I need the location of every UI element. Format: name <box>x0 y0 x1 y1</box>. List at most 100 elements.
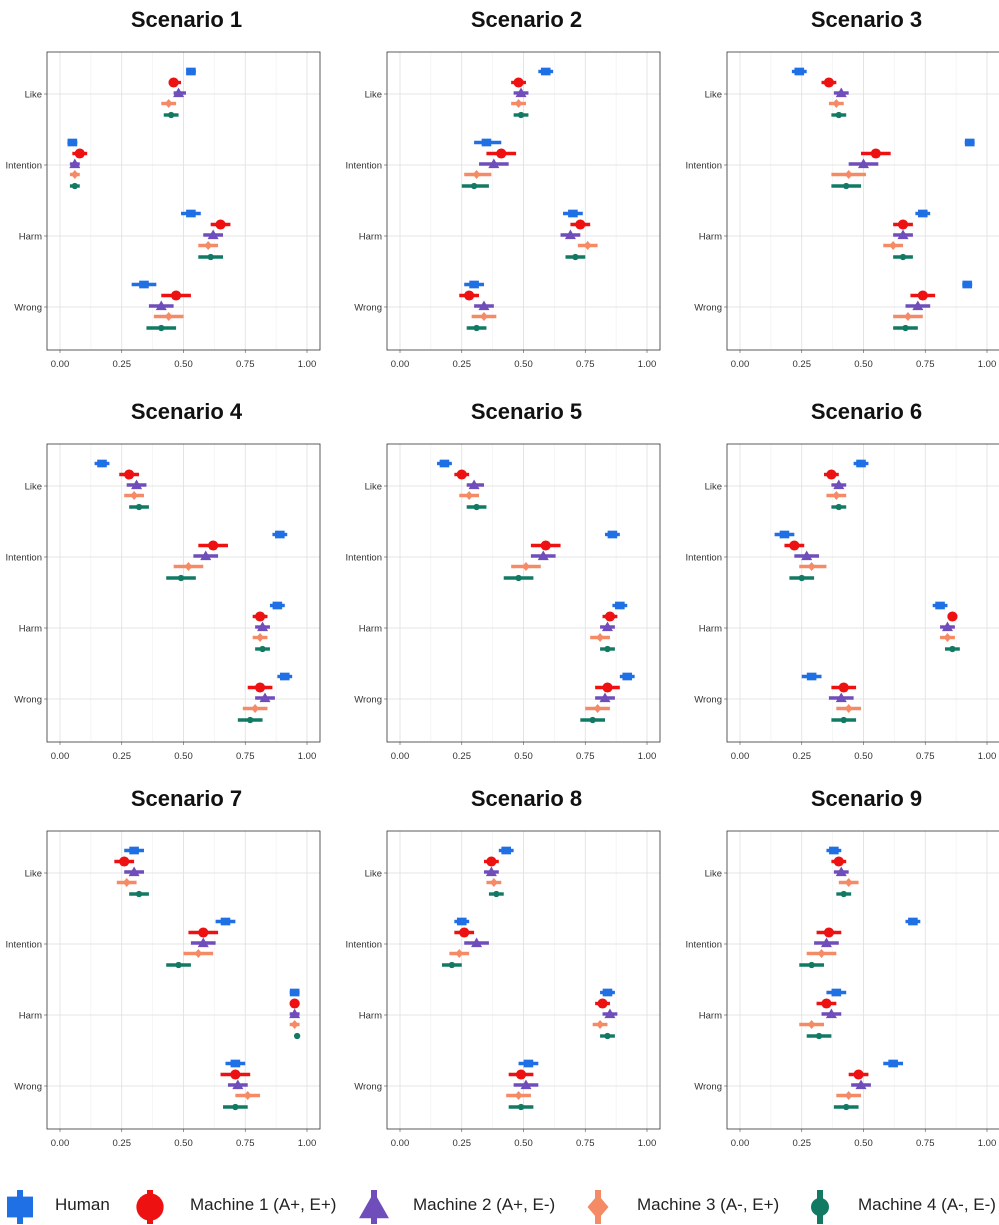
machine-3-a-e-wrong-point <box>844 1090 853 1101</box>
human-intention-point <box>908 917 918 926</box>
x-tick-label: 0.25 <box>793 359 812 370</box>
human-intention-point <box>67 138 78 147</box>
y-tick-label-intention: Intention <box>346 553 382 564</box>
y-tick-label-like: Like <box>705 869 722 880</box>
y-tick-label-like: Like <box>25 482 42 493</box>
panel-scenario-2: Scenario 2 0.00 0.25 0.50 0.75 1.00 Like Intent… <box>346 7 661 370</box>
y-tick-label-wrong: Wrong <box>694 303 722 314</box>
x-tick-label: 0.00 <box>51 359 70 370</box>
human-intention-point <box>964 138 975 147</box>
panel-scenario-6: Scenario 6 0.00 0.25 0.50 0.75 1.00 Like Intent… <box>686 399 999 762</box>
y-tick-label-harm: Harm <box>359 232 382 243</box>
x-tick-label: 0.25 <box>453 359 472 370</box>
machine-3-a-e-intention-point <box>70 169 79 180</box>
machine-2-a-e-wrong-point <box>912 300 924 311</box>
legend-marker <box>136 1193 164 1221</box>
machine-2-a-e-intention-point <box>69 158 81 169</box>
x-tick-label: 1.00 <box>978 1138 997 1149</box>
human-wrong-point <box>139 280 149 289</box>
machine-4-a-e-harm-point <box>293 1032 301 1040</box>
y-tick-label-intention: Intention <box>686 553 722 564</box>
machine-1-a-e-like-point <box>833 856 844 867</box>
machine-1-a-e-wrong-point <box>602 682 613 693</box>
human-intention-point <box>607 530 618 539</box>
human-intention-point <box>220 917 231 926</box>
machine-1-a-e-harm-point <box>947 611 958 622</box>
machine-4-a-e-intention-point <box>448 961 456 969</box>
x-tick-label: 0.00 <box>731 1138 750 1149</box>
machine-4-a-e-intention-point <box>843 182 850 190</box>
machine-2-a-e-harm-point <box>601 621 613 632</box>
machine-3-a-e-intention-point <box>194 948 203 959</box>
human-like-point <box>856 459 866 468</box>
y-tick-label-wrong: Wrong <box>694 695 722 706</box>
human-like-point <box>186 67 196 76</box>
x-tick-label: 1.00 <box>298 1138 317 1149</box>
machine-2-a-e-harm-point <box>897 229 909 240</box>
y-tick-label-wrong: Wrong <box>14 1082 42 1093</box>
machine-4-a-e-intention-point <box>798 574 805 582</box>
human-wrong-point <box>279 672 290 681</box>
machine-4-a-e-intention-point <box>177 574 185 582</box>
machine-3-a-e-intention-point <box>807 561 816 572</box>
plot-border <box>726 51 999 351</box>
machine-2-a-e-like-point <box>173 87 185 98</box>
machine-3-a-e-wrong-point <box>514 1090 523 1101</box>
y-tick-label-harm: Harm <box>359 1011 382 1022</box>
machine-4-a-e-intention-point <box>71 182 78 190</box>
x-tick-label: 0.50 <box>174 359 193 370</box>
legend-label-machine-1: Machine 1 (A+, E+) <box>190 1195 337 1214</box>
machine-2-a-e-harm-point <box>564 229 576 240</box>
machine-1-a-e-like-point <box>486 856 497 867</box>
x-tick-label: 0.00 <box>51 1138 70 1149</box>
x-tick-label: 0.00 <box>391 1138 410 1149</box>
machine-1-a-e-harm-point <box>821 998 832 1009</box>
panel-title: Scenario 3 <box>811 7 922 32</box>
machine-3-a-e-like-point <box>122 877 131 888</box>
human-harm-point <box>831 988 842 997</box>
y-tick-label-like: Like <box>705 90 722 101</box>
machine-4-a-e-harm-point <box>259 645 266 653</box>
human-harm-point <box>917 209 928 218</box>
machine-2-a-e-harm-point <box>941 621 953 632</box>
human-harm-point <box>935 601 945 610</box>
machine-3-a-e-like-point <box>465 490 474 501</box>
panel-title: Scenario 8 <box>471 786 582 811</box>
x-tick-label: 0.75 <box>576 359 595 370</box>
machine-1-a-e-intention-point <box>198 927 209 938</box>
machine-2-a-e-wrong-point <box>259 692 271 703</box>
human-intention-point <box>456 917 467 926</box>
human-like-point <box>501 846 512 855</box>
x-tick-label: 0.50 <box>514 359 533 370</box>
machine-2-a-e-intention-point <box>471 937 483 948</box>
human-harm-point <box>289 988 300 997</box>
x-tick-label: 0.00 <box>731 359 750 370</box>
machine-3-a-e-intention-point <box>817 948 826 959</box>
x-tick-label: 0.25 <box>113 751 132 762</box>
x-tick-label: 0.75 <box>576 751 595 762</box>
machine-2-a-e-harm-point <box>825 1008 837 1019</box>
machine-3-a-e-wrong-point <box>480 311 488 322</box>
y-tick-label-like: Like <box>705 482 722 493</box>
machine-1-a-e-harm-point <box>215 219 226 230</box>
x-tick-label: 0.25 <box>793 751 812 762</box>
machine-3-a-e-harm-point <box>204 240 213 251</box>
machine-1-a-e-harm-point <box>597 998 608 1009</box>
machine-1-a-e-wrong-point <box>464 290 475 301</box>
plot-border <box>46 443 321 743</box>
machine-4-a-e-wrong-point <box>843 1103 850 1111</box>
y-tick-label-wrong: Wrong <box>14 695 42 706</box>
machine-3-a-e-like-point <box>844 877 853 888</box>
x-tick-label: 1.00 <box>638 1138 657 1149</box>
machine-1-a-e-intention-point <box>208 540 219 551</box>
machine-1-a-e-wrong-point <box>853 1069 864 1080</box>
machine-1-a-e-intention-point <box>496 148 507 159</box>
human-like-point <box>439 459 450 468</box>
y-tick-label-intention: Intention <box>6 553 42 564</box>
machine-1-a-e-like-point <box>456 469 467 480</box>
machine-2-a-e-harm-point <box>207 229 219 240</box>
human-like-point <box>97 459 107 468</box>
human-like-point <box>829 846 839 855</box>
machine-2-a-e-intention-point <box>820 937 832 948</box>
human-intention-point <box>275 530 285 539</box>
